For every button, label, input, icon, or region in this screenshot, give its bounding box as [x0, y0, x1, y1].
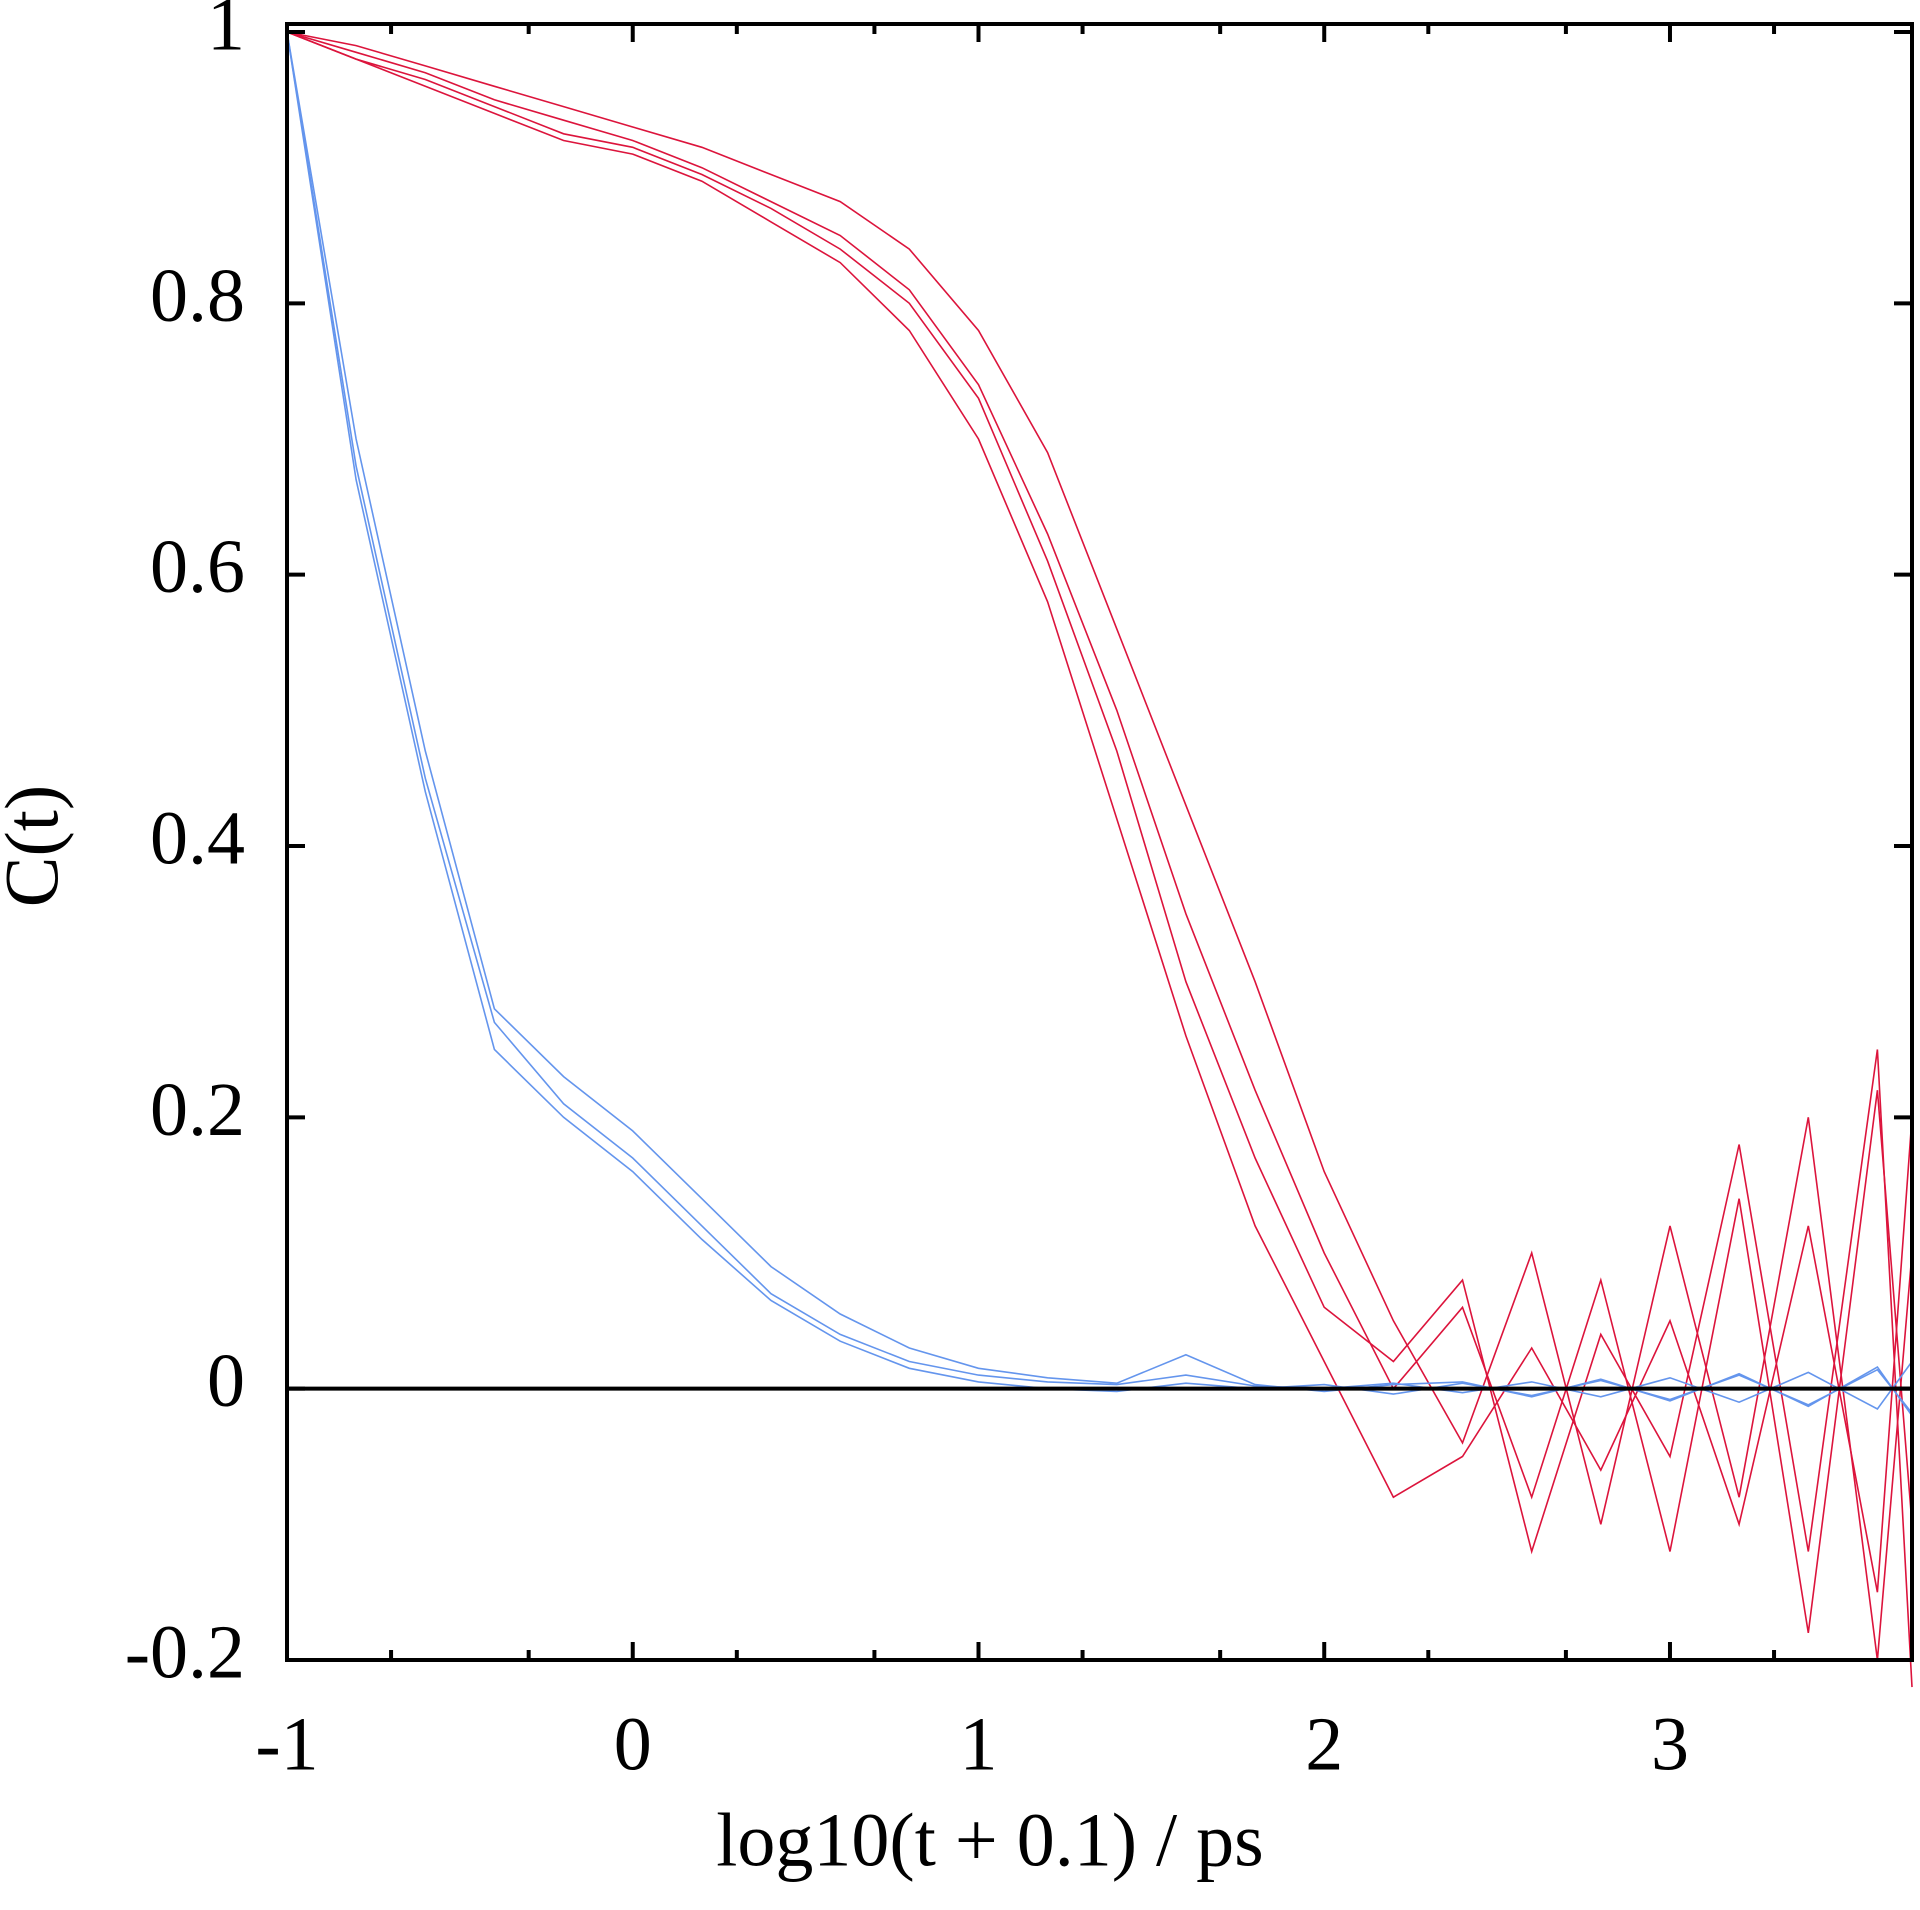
x-tick-label: 2	[1305, 1702, 1343, 1786]
data-line	[286, 31, 1913, 1661]
x-axis-label: log10(t + 0.1) / ps	[716, 1798, 1263, 1882]
y-axis-label: C(t)	[0, 785, 74, 907]
data-line	[286, 31, 1913, 1417]
y-tick-label: -0.2	[125, 1610, 245, 1694]
data-line	[286, 31, 1913, 1414]
data-line	[286, 31, 1913, 1411]
data-line	[286, 31, 1913, 1688]
x-tick-label: 3	[1651, 1702, 1689, 1786]
y-tick-label: 0.8	[150, 254, 245, 338]
y-tick-label: 0.4	[150, 796, 245, 880]
x-tick-label: 0	[614, 1702, 652, 1786]
data-line	[286, 31, 1913, 1593]
y-tick-label: 0	[207, 1339, 245, 1423]
data-line	[286, 31, 1913, 1634]
y-tick-label: 0.2	[150, 1068, 245, 1152]
plot-frame	[285, 22, 1914, 1662]
x-tick-label: -1	[255, 1702, 318, 1786]
y-tick-label: 1	[207, 0, 245, 66]
x-tick-label: 1	[959, 1702, 997, 1786]
y-tick-label: 0.6	[150, 525, 245, 609]
